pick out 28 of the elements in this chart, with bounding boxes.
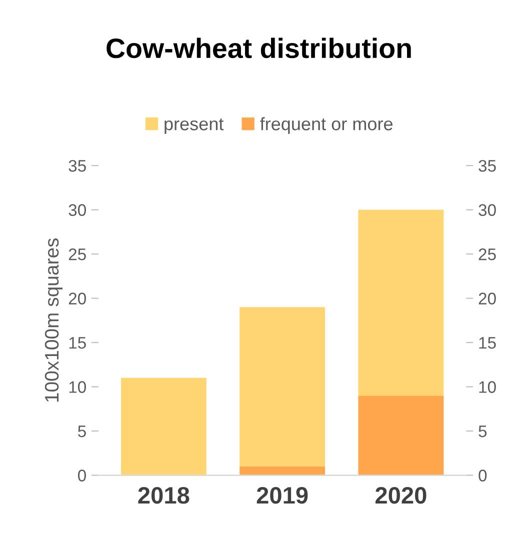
y-tick-label: 35 <box>68 160 86 172</box>
chart-title: Cow-wheat distribution <box>106 38 411 58</box>
y2-tick-label: 30 <box>478 204 496 216</box>
bar <box>240 307 326 466</box>
x-tick-label: 2019 <box>256 486 308 504</box>
y-tick-label: 25 <box>68 248 86 260</box>
x-tick-label: 2018 <box>138 486 190 504</box>
y2-tick-label: 5 <box>478 426 487 438</box>
bar <box>240 466 326 476</box>
y-tick-label: 0 <box>78 470 86 482</box>
y2-tick-label: 0 <box>478 470 487 482</box>
y2-tick-label: 35 <box>478 160 496 172</box>
y2-tick-label: 10 <box>479 381 496 393</box>
y2-tick-label: 20 <box>478 292 496 304</box>
bar <box>358 396 444 476</box>
y-tick-label: 15 <box>69 337 86 349</box>
y-axis-title: 100x100m squares <box>44 238 63 402</box>
bar <box>120 378 206 476</box>
legend-label: frequent or more <box>260 117 392 134</box>
y-tick-label: 5 <box>78 426 86 438</box>
y2-tick-label: 15 <box>479 337 496 349</box>
y-tick-label: 10 <box>69 381 86 393</box>
y-tick-label: 30 <box>68 204 86 216</box>
y-tick-label: 20 <box>68 292 86 304</box>
x-tick-label: 2020 <box>376 486 426 504</box>
bar <box>358 210 444 396</box>
legend-label: present <box>164 118 224 134</box>
y2-tick-label: 25 <box>478 248 496 260</box>
